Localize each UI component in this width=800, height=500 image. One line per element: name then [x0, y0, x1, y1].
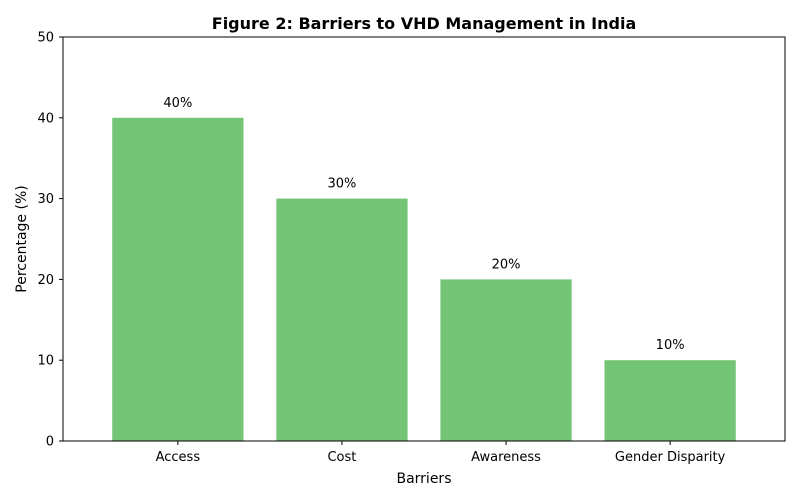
y-axis-label: Percentage (%) — [14, 185, 30, 292]
chart-title: Figure 2: Barriers to VHD Management in … — [212, 14, 636, 33]
data-label: 20% — [492, 257, 521, 272]
y-tick-label: 10 — [37, 354, 54, 369]
y-tick-label: 20 — [37, 273, 54, 288]
x-axis: Access Cost Awareness Gender Disparity — [156, 441, 726, 465]
bar-awareness — [440, 279, 572, 441]
y-axis: 0 10 20 30 40 50 — [37, 31, 63, 450]
y-tick-label: 40 — [37, 111, 54, 126]
data-label: 10% — [656, 338, 685, 353]
plot-frame — [62, 36, 786, 442]
x-tick-label: Awareness — [471, 450, 541, 465]
x-axis-label: Barriers — [396, 471, 451, 487]
x-tick-label: Access — [156, 450, 201, 465]
bar-cost — [276, 198, 408, 441]
x-tick-label: Gender Disparity — [615, 450, 726, 465]
data-label: 30% — [327, 177, 356, 192]
y-tick-label: 0 — [46, 435, 54, 450]
y-tick-label: 50 — [37, 31, 54, 46]
x-tick-label: Cost — [327, 450, 356, 465]
data-labels-group: 40% 30% 20% 10% — [163, 96, 684, 353]
data-label: 40% — [163, 96, 192, 111]
y-tick-label: 30 — [37, 192, 54, 207]
bar-gender-disparity — [604, 360, 736, 441]
bars-group — [112, 117, 736, 442]
bar-access — [112, 117, 244, 442]
